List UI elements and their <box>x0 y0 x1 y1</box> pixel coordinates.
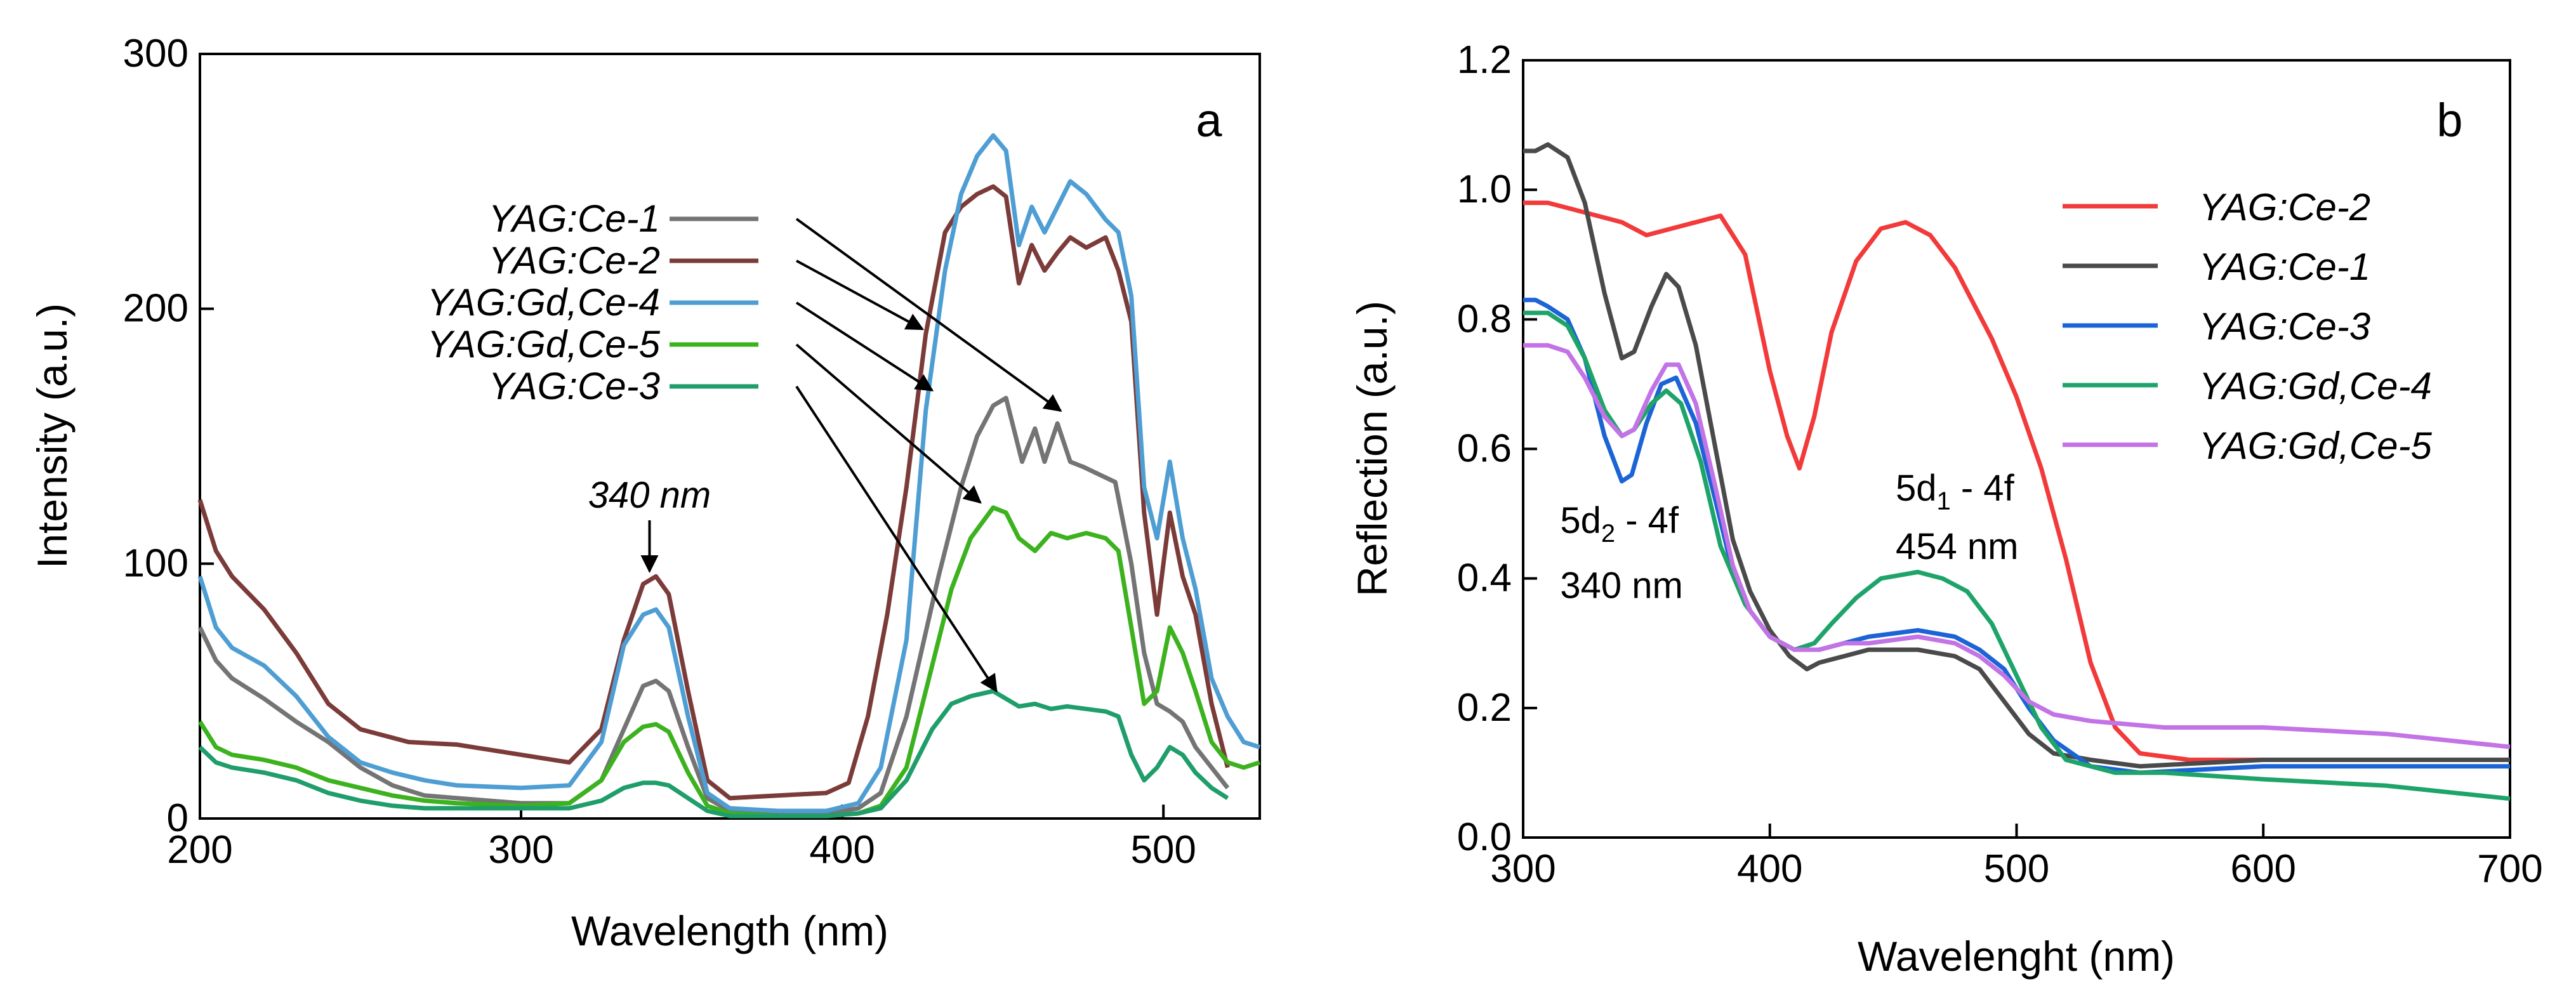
panel-a-y-axis-title: Intensity (a.u.) <box>29 303 76 569</box>
y-tick-label: 1.2 <box>1457 38 1512 82</box>
y-tick-label: 100 <box>123 541 188 585</box>
series-line-yag-ce-2 <box>1523 201 2510 762</box>
panel-a-plot-frame <box>199 53 1261 820</box>
y-tick-label: 0.6 <box>1457 427 1512 471</box>
series-line-yag-gd-ce-4 <box>197 133 1261 813</box>
x-tick-label: 200 <box>167 828 232 872</box>
panel-b-reflection-chart: 300 400 500 600 700 0.0 0.2 0.4 0.6 0.8 1.0 1.2 YAG… <box>1349 38 2543 980</box>
legend-pointer-arrow <box>795 385 998 693</box>
y-tick-label: 200 <box>123 287 188 331</box>
series-line-yag-ce-1 <box>197 395 1230 816</box>
panel-b-letter: b <box>2436 94 2462 147</box>
x-tick-label: 500 <box>1984 847 2049 891</box>
panel-a-annotations: 340 nm <box>588 475 711 574</box>
transition-annotation: 454 nm <box>1896 526 2018 567</box>
x-tick-label: 600 <box>2231 847 2296 891</box>
y-tick-label: 0.8 <box>1457 297 1512 341</box>
panel-b-series-lines <box>1523 142 2511 801</box>
legend-label: YAG:Gd,Ce-4 <box>2199 365 2432 407</box>
x-tick-label: 300 <box>1490 847 1556 891</box>
transition-annotation: 5d1 - 4f <box>1896 468 2015 515</box>
legend-label: YAG:Ce-3 <box>489 365 660 407</box>
transition-annotation: 340 nm <box>1560 565 1682 606</box>
legend-label: YAG:Gd,Ce-5 <box>2199 424 2432 467</box>
transition-annotation: 5d2 - 4f <box>1560 500 1679 548</box>
panel-a-legend: YAG:Ce-1YAG:Ce-2YAG:Gd,Ce-4YAG:Gd,Ce-5YA… <box>427 197 758 407</box>
panel-b-annotations: 5d2 - 4f 340 nm 5d1 - 4f 454 nm <box>1560 468 2018 606</box>
legend-label: YAG:Ce-1 <box>2199 246 2370 288</box>
panel-a-letter: a <box>1196 94 1222 147</box>
panel-b-legend: YAG:Ce-2 YAG:Ce-1 YAG:Ce-3 YAG:Gd,Ce-4 YAG:G… <box>2063 186 2432 467</box>
legend-pointer-arrow <box>796 260 925 331</box>
legend-label: YAG:Ce-3 <box>2199 305 2370 348</box>
panel-b-ticks: 300 400 500 600 700 0.0 0.2 0.4 0.6 0.8 1.0 1.2 <box>1457 38 2543 891</box>
panel-a-legend-arrows <box>795 218 1062 693</box>
panel-b-y-axis-title: Reflection (a.u.) <box>1349 301 1396 596</box>
panel-b-x-axis-title: Wavelenght (nm) <box>1858 933 2175 980</box>
legend-label: YAG:Ce-2 <box>2199 186 2370 228</box>
y-tick-label: 1.0 <box>1457 168 1512 211</box>
x-tick-label: 400 <box>809 828 875 872</box>
x-tick-label: 500 <box>1130 828 1196 872</box>
panel-a-ticks: 200 300 400 500 0 100 200 300 <box>123 32 1196 872</box>
series-line-yag-ce-2 <box>197 184 1230 801</box>
legend-pointer-arrow <box>795 218 1062 412</box>
y-tick-label: 0.2 <box>1457 686 1512 730</box>
y-tick-label: 0.0 <box>1457 815 1512 859</box>
legend-label: YAG:Gd,Ce-5 <box>427 323 660 365</box>
legend-label: YAG:Ce-2 <box>489 239 660 282</box>
legend-label: YAG:Gd,Ce-4 <box>427 281 660 324</box>
legend-pointer-arrow <box>795 301 934 391</box>
y-tick-label: 0 <box>167 796 188 840</box>
peak-label-340nm: 340 nm <box>588 475 711 516</box>
series-line-yag-gd-ce-4 <box>1523 310 2511 801</box>
series-line-yag-gd-ce-5 <box>198 505 1261 819</box>
y-tick-label: 300 <box>123 32 188 76</box>
x-tick-label: 300 <box>488 828 553 872</box>
series-line-yag-ce-3 <box>198 688 1229 819</box>
series-line-yag-gd-ce-5 <box>1523 343 2511 749</box>
x-tick-label: 700 <box>2477 847 2542 891</box>
x-tick-label: 400 <box>1737 847 1802 891</box>
legend-label: YAG:Ce-1 <box>489 197 660 240</box>
panel-a-x-axis-title: Wavelength (nm) <box>571 907 888 954</box>
legend-pointer-arrow <box>795 343 982 504</box>
y-tick-label: 0.4 <box>1457 556 1512 600</box>
panel-a-series-lines <box>197 133 1261 819</box>
